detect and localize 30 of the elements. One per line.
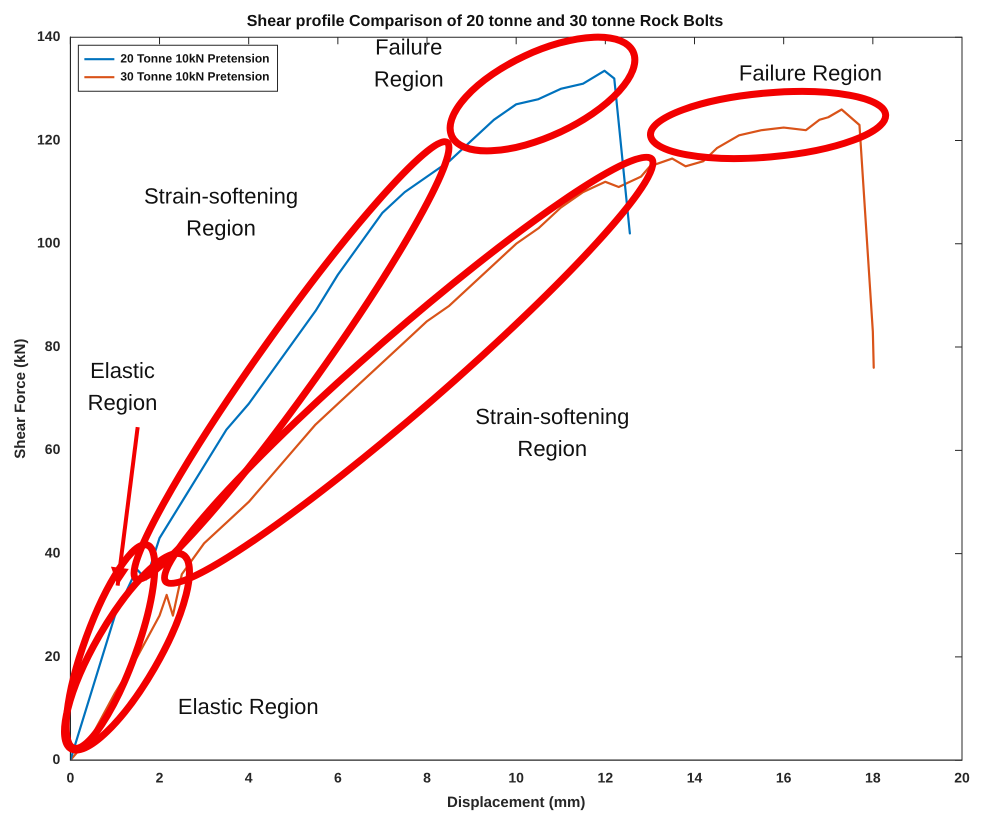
x-tick-label: 4	[244, 769, 253, 786]
y-tick-label: 40	[44, 544, 61, 560]
x-tick-label: 12	[598, 769, 614, 786]
x-tick-label: 0	[66, 769, 74, 786]
x-tick-label: 8	[423, 769, 432, 786]
y-axis-title: Shear Force (kN)	[12, 338, 30, 459]
y-tick-label: 80	[44, 338, 61, 354]
x-tick-label: 14	[686, 769, 703, 786]
annotation: Elastic Region	[88, 358, 158, 415]
x-tick-label: 16	[776, 769, 792, 786]
annotation: Failure Region	[374, 34, 444, 92]
annotation: Elastic Region	[178, 694, 319, 720]
y-tick-label: 100	[37, 234, 61, 251]
annotation: Failure Region	[738, 60, 882, 86]
y-tick-label: 140	[37, 28, 61, 44]
chart-title: Shear profile Comparison of 20 tonne and 30 tonne Rock Bolts	[246, 13, 724, 30]
x-tick-label: 20	[954, 769, 970, 786]
x-tick-label: 18	[865, 769, 881, 786]
y-tick-label: 0	[52, 751, 61, 768]
y-tick-label: 120	[37, 131, 61, 148]
y-tick-label: 20	[44, 648, 61, 664]
annotation: Strain-softening Region	[475, 404, 630, 461]
legend-label: 20 Tonne 10kN Pretension	[120, 52, 270, 66]
x-tick-label: 6	[334, 769, 342, 786]
x-tick-label: 10	[508, 769, 524, 786]
x-axis-title: Displacement (mm)	[446, 794, 586, 812]
y-tick-label: 60	[44, 441, 61, 458]
legend-label: 30 Tonne 10kN Pretension	[120, 70, 270, 84]
x-tick-label: 2	[156, 769, 164, 786]
annotation: Strain-softening Region	[144, 183, 298, 240]
